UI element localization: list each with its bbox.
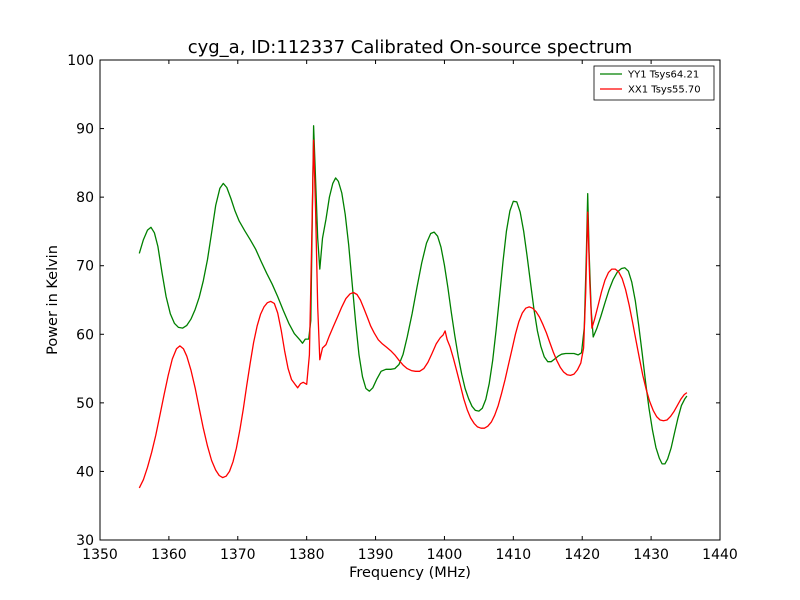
x-axis-label: Frequency (MHz)	[349, 565, 471, 581]
y-tick-label: 40	[76, 464, 94, 480]
x-tick-label: 1370	[220, 547, 256, 563]
axes-frame	[99, 59, 721, 541]
series-line-yy1	[138, 125, 688, 465]
y-tick-label: 70	[76, 259, 94, 275]
x-tick-label: 1350	[82, 547, 118, 563]
x-tick-label: 1360	[151, 547, 187, 563]
legend: YY1 Tsys64.21 XX1 Tsys55.70	[593, 65, 715, 101]
x-tick-label: 1400	[427, 547, 463, 563]
y-tick-label: 60	[76, 327, 94, 343]
y-tick-label: 50	[76, 396, 94, 412]
legend-label-yy1: YY1 Tsys64.21	[627, 70, 699, 81]
y-axis-ticks: 30 40 50 60 70 80 90 100	[67, 53, 720, 549]
x-tick-label: 1430	[633, 547, 669, 563]
legend-box	[593, 65, 715, 101]
y-tick-label: 30	[76, 533, 94, 549]
y-tick-label: 80	[76, 190, 94, 206]
x-tick-label: 1420	[564, 547, 600, 563]
plot-area: 1350 1360 1370 1380 1390 1400 1410 1420 1430 1440…	[67, 53, 738, 563]
x-axis-ticks: 1350 1360 1370 1380 1390 1400 1410 1420 1430 1440	[82, 60, 738, 563]
series-layer	[138, 125, 688, 489]
y-tick-label: 100	[67, 53, 94, 69]
x-tick-label: 1390	[358, 547, 394, 563]
y-tick-label: 90	[76, 122, 94, 138]
x-tick-label: 1440	[702, 547, 738, 563]
x-tick-label: 1410	[496, 547, 532, 563]
y-axis-label: Power in Kelvin	[45, 245, 61, 355]
series-line-xx1	[138, 139, 688, 489]
legend-label-xx1: XX1 Tsys55.70	[628, 85, 701, 96]
x-tick-label: 1380	[289, 547, 325, 563]
chart-title: cyg_a, ID:112337 Calibrated On-source sp…	[188, 37, 633, 58]
